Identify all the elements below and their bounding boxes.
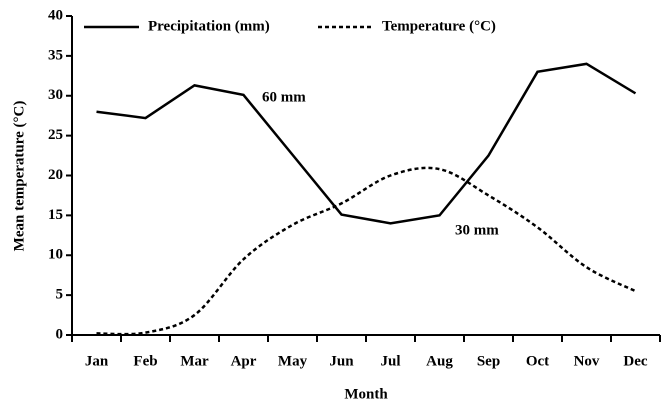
x-tick-label: Sep bbox=[477, 353, 500, 369]
x-tick-label: Jul bbox=[380, 353, 400, 369]
y-tick-label: 35 bbox=[48, 47, 63, 63]
series-line bbox=[96, 62, 637, 225]
x-tick-label: Aug bbox=[426, 353, 453, 369]
x-axis-label: Month bbox=[344, 386, 388, 402]
y-tick-label: 40 bbox=[48, 7, 63, 23]
x-tick-label: Mar bbox=[180, 353, 209, 369]
x-tick-label: Nov bbox=[574, 353, 600, 369]
legend-label: Precipitation (mm) bbox=[148, 18, 270, 34]
y-tick-label: 25 bbox=[48, 127, 63, 143]
x-tick-label: Jun bbox=[329, 353, 354, 369]
annotation: 30 mm bbox=[455, 222, 499, 238]
y-tick-label: 10 bbox=[48, 247, 63, 263]
x-tick-label: May bbox=[278, 353, 308, 369]
x-tick-label: Dec bbox=[623, 353, 647, 369]
x-tick-label: Jan bbox=[85, 353, 109, 369]
x-tick-label: Feb bbox=[133, 353, 157, 369]
y-tick-label: 5 bbox=[56, 287, 64, 303]
y-tick-label: 15 bbox=[48, 207, 63, 223]
series-line bbox=[96, 166, 637, 336]
x-tick-label: Apr bbox=[231, 353, 257, 369]
y-tick-label: 30 bbox=[48, 87, 63, 103]
y-tick-label: 0 bbox=[56, 326, 64, 342]
legend-label: Temperature (°C) bbox=[382, 18, 496, 34]
x-tick-label: Oct bbox=[526, 353, 549, 369]
annotation: 60 mm bbox=[262, 89, 306, 105]
y-tick-label: 20 bbox=[48, 167, 63, 183]
y-axis-label: Mean temperature (°C) bbox=[11, 101, 27, 252]
